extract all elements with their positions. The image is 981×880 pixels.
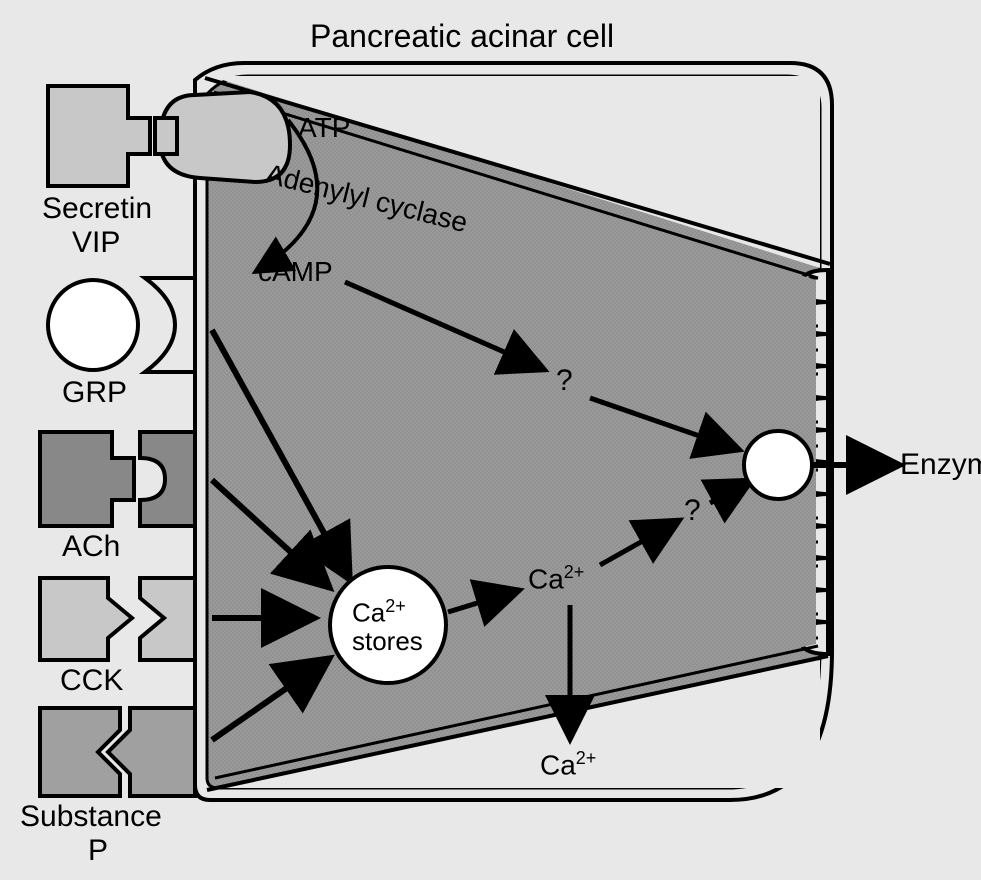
label-atp: ATP	[298, 112, 350, 144]
label-subp-2: P	[88, 834, 108, 868]
label-vip: VIP	[72, 226, 120, 260]
receptor-grp	[145, 278, 195, 372]
receptor-ach	[140, 432, 195, 526]
ligand-secretin	[48, 86, 150, 186]
label-grp: GRP	[62, 376, 127, 410]
title: Pancreatic acinar cell	[310, 18, 614, 55]
label-cck: CCK	[60, 664, 123, 698]
label-ach: ACh	[62, 530, 120, 564]
label-camp: cAMP	[258, 256, 333, 288]
receptor-cck	[140, 578, 195, 660]
label-q1: ?	[556, 364, 573, 398]
ligand-ach	[40, 432, 134, 526]
label-subp-1: Substance	[20, 800, 162, 834]
ligand-cck	[40, 578, 132, 660]
label-ca-ext: Ca2+	[540, 748, 596, 781]
ligand-grp	[48, 280, 138, 370]
label-enzymes: Enzymes	[900, 448, 981, 482]
label-secretin: Secretin	[42, 192, 152, 226]
secretory-vesicle	[744, 431, 812, 499]
label-ca-stores-2: stores	[352, 626, 423, 657]
label-ca-stores-1: Ca2+	[352, 596, 406, 629]
label-ca-cyto: Ca2+	[528, 562, 584, 595]
label-q2: ?	[684, 494, 701, 528]
